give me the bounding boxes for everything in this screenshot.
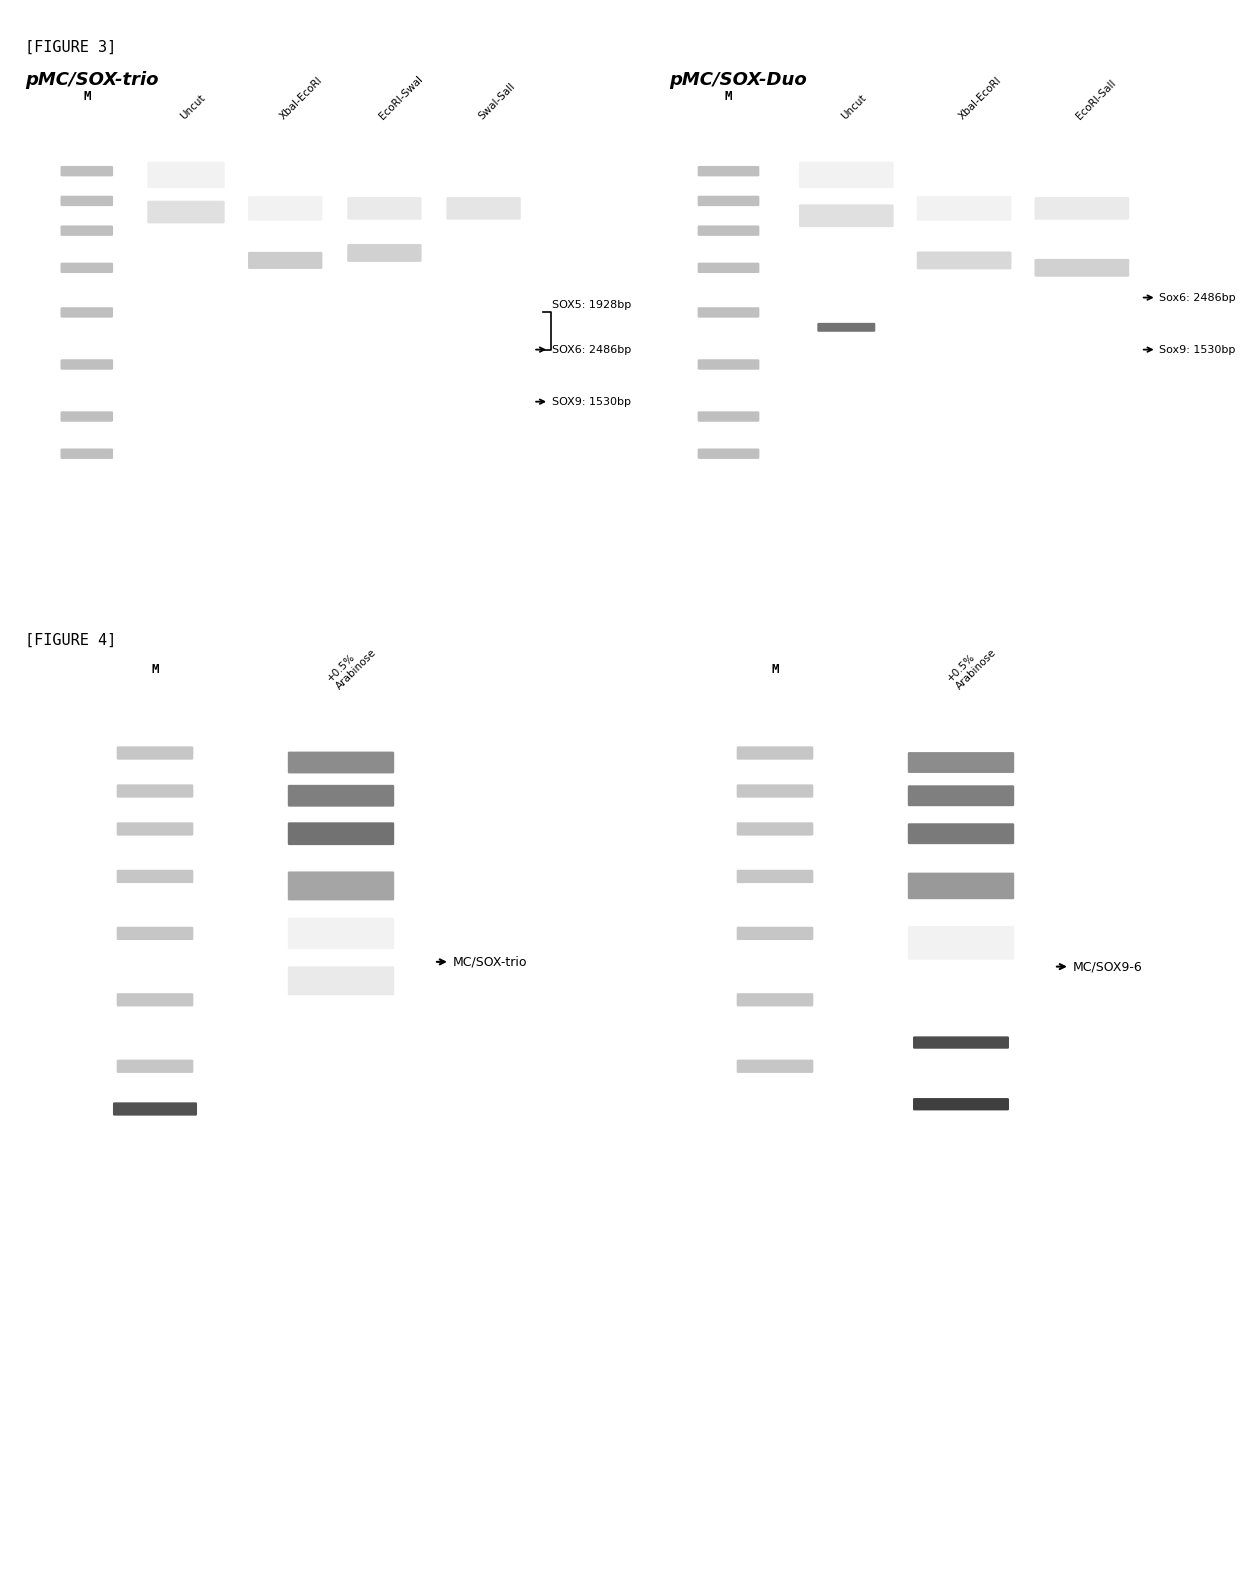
Text: +0.5%
Arabinose: +0.5% Arabinose: [946, 639, 998, 691]
Text: M: M: [771, 663, 779, 676]
Text: MC/SOX9-6: MC/SOX9-6: [1056, 960, 1142, 973]
Text: Sox6: 2486bp: Sox6: 2486bp: [1143, 293, 1236, 302]
Text: [FIGURE 4]: [FIGURE 4]: [25, 633, 117, 647]
FancyBboxPatch shape: [698, 226, 759, 236]
Text: M: M: [83, 90, 91, 103]
FancyBboxPatch shape: [817, 323, 875, 332]
Text: Xbal-EcoRI: Xbal-EcoRI: [957, 76, 1003, 122]
FancyBboxPatch shape: [737, 1060, 813, 1073]
Text: M: M: [151, 663, 159, 676]
FancyBboxPatch shape: [61, 449, 113, 459]
Text: Uncut: Uncut: [179, 93, 207, 122]
FancyBboxPatch shape: [347, 198, 422, 220]
FancyBboxPatch shape: [148, 161, 224, 188]
FancyBboxPatch shape: [288, 785, 394, 807]
Text: pMC/SOX-Duo: pMC/SOX-Duo: [670, 71, 807, 89]
FancyBboxPatch shape: [117, 993, 193, 1006]
Text: SOX5: 1928bp: SOX5: 1928bp: [552, 299, 631, 310]
FancyBboxPatch shape: [248, 196, 322, 220]
Text: EcoRI-Swal: EcoRI-Swal: [377, 74, 425, 122]
FancyBboxPatch shape: [913, 1036, 1009, 1049]
Text: Swal-Sall: Swal-Sall: [476, 81, 517, 122]
FancyBboxPatch shape: [913, 1098, 1009, 1111]
FancyBboxPatch shape: [61, 226, 113, 236]
FancyBboxPatch shape: [61, 307, 113, 318]
FancyBboxPatch shape: [737, 927, 813, 940]
FancyBboxPatch shape: [737, 747, 813, 759]
FancyBboxPatch shape: [799, 161, 894, 188]
FancyBboxPatch shape: [288, 918, 394, 949]
FancyBboxPatch shape: [61, 359, 113, 370]
FancyBboxPatch shape: [908, 751, 1014, 774]
Text: MC/SOX-trio: MC/SOX-trio: [436, 956, 527, 968]
FancyBboxPatch shape: [698, 449, 759, 459]
FancyBboxPatch shape: [916, 252, 1012, 269]
FancyBboxPatch shape: [1034, 259, 1130, 277]
FancyBboxPatch shape: [698, 166, 759, 176]
FancyBboxPatch shape: [113, 1103, 197, 1115]
Text: +0.5%
Arabinose: +0.5% Arabinose: [326, 639, 378, 691]
FancyBboxPatch shape: [117, 823, 193, 835]
Text: [FIGURE 3]: [FIGURE 3]: [25, 40, 117, 54]
FancyBboxPatch shape: [1034, 198, 1130, 220]
FancyBboxPatch shape: [248, 252, 322, 269]
Text: EcoRI-Sall: EcoRI-Sall: [1075, 79, 1118, 122]
FancyBboxPatch shape: [698, 263, 759, 274]
FancyBboxPatch shape: [916, 196, 1012, 220]
FancyBboxPatch shape: [61, 166, 113, 176]
FancyBboxPatch shape: [117, 1060, 193, 1073]
FancyBboxPatch shape: [148, 201, 224, 223]
FancyBboxPatch shape: [117, 870, 193, 883]
FancyBboxPatch shape: [117, 785, 193, 797]
Text: M: M: [724, 90, 733, 103]
Text: pMC/SOX-trio: pMC/SOX-trio: [25, 71, 159, 89]
FancyBboxPatch shape: [61, 411, 113, 422]
FancyBboxPatch shape: [737, 823, 813, 835]
FancyBboxPatch shape: [908, 873, 1014, 899]
FancyBboxPatch shape: [737, 993, 813, 1006]
FancyBboxPatch shape: [288, 967, 394, 995]
FancyBboxPatch shape: [61, 263, 113, 274]
FancyBboxPatch shape: [117, 927, 193, 940]
FancyBboxPatch shape: [288, 872, 394, 900]
FancyBboxPatch shape: [698, 359, 759, 370]
Text: Xbal-EcoRI: Xbal-EcoRI: [278, 76, 325, 122]
FancyBboxPatch shape: [61, 196, 113, 206]
FancyBboxPatch shape: [288, 823, 394, 845]
FancyBboxPatch shape: [908, 785, 1014, 807]
FancyBboxPatch shape: [737, 785, 813, 797]
FancyBboxPatch shape: [698, 196, 759, 206]
FancyBboxPatch shape: [698, 411, 759, 422]
FancyBboxPatch shape: [288, 751, 394, 774]
FancyBboxPatch shape: [698, 307, 759, 318]
Text: SOX6: 2486bp: SOX6: 2486bp: [536, 345, 631, 354]
FancyBboxPatch shape: [737, 870, 813, 883]
FancyBboxPatch shape: [908, 925, 1014, 960]
FancyBboxPatch shape: [117, 747, 193, 759]
FancyBboxPatch shape: [347, 244, 422, 263]
Text: Uncut: Uncut: [839, 93, 868, 122]
FancyBboxPatch shape: [908, 823, 1014, 845]
Text: SOX9: 1530bp: SOX9: 1530bp: [536, 397, 631, 407]
FancyBboxPatch shape: [799, 204, 894, 228]
Text: Sox9: 1530bp: Sox9: 1530bp: [1143, 345, 1236, 354]
FancyBboxPatch shape: [446, 198, 521, 220]
